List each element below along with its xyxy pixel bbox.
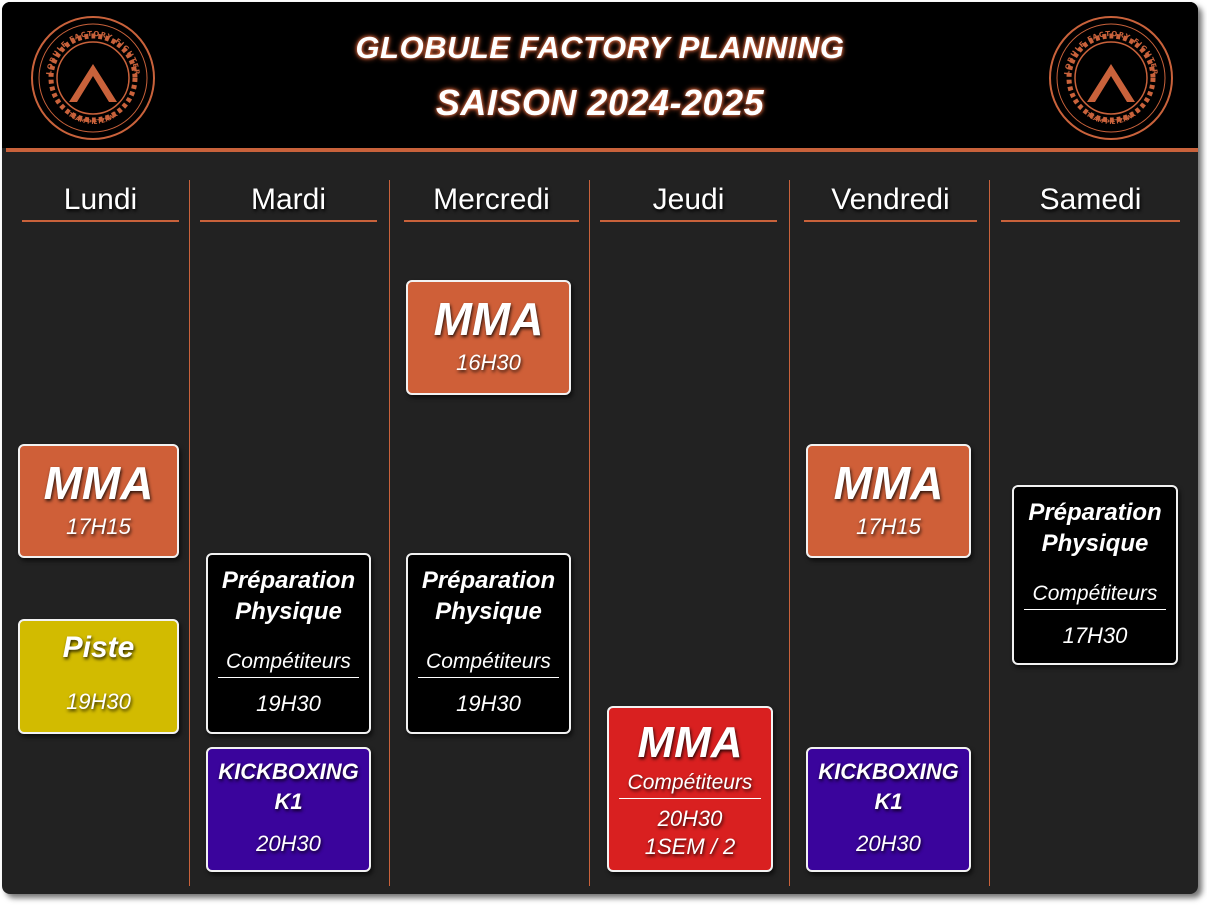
session-time: 20H30 bbox=[856, 831, 921, 856]
session-group: Compétiteurs bbox=[226, 650, 351, 673]
session-title-line1: Préparation bbox=[221, 567, 356, 594]
column-separator bbox=[989, 180, 990, 886]
session-time: 17H30 bbox=[1062, 623, 1128, 648]
session-title-line2: K1 bbox=[874, 789, 903, 814]
session-card-mma: MMA 17H15 bbox=[18, 444, 179, 558]
session-title: MMA bbox=[43, 457, 154, 509]
session-title: Piste bbox=[62, 631, 135, 664]
column-separator bbox=[589, 180, 590, 886]
session-card-preparation-physique: Préparation Physique Compétiteurs 19H30 bbox=[406, 553, 571, 734]
session-time: 19H30 bbox=[456, 691, 521, 716]
day-header-lundi: Lundi bbox=[22, 182, 179, 222]
planning-board: GLOBULE FACTORY FIGHTERS TEAM PIETZRAK G… bbox=[2, 2, 1198, 894]
session-title-line2: Physique bbox=[435, 598, 542, 625]
session-card-preparation-physique: Préparation Physique Compétiteurs 17H30 bbox=[1012, 485, 1178, 665]
card-divider bbox=[1024, 609, 1166, 610]
session-time: 16H30 bbox=[456, 350, 521, 375]
header: GLOBULE FACTORY FIGHTERS TEAM PIETZRAK G… bbox=[2, 2, 1198, 148]
session-title-line1: Préparation bbox=[1028, 499, 1162, 526]
session-time: 17H15 bbox=[856, 514, 921, 539]
spartan-logo-icon: GLOBULE FACTORY FIGHTERS TEAM PIETZRAK bbox=[29, 14, 155, 140]
session-time: 20H30 bbox=[256, 831, 321, 856]
session-group: Compétiteurs bbox=[627, 771, 753, 794]
session-title: MMA bbox=[637, 718, 743, 767]
session-card-preparation-physique: Préparation Physique Compétiteurs 19H30 bbox=[206, 553, 371, 734]
session-time: 19H30 bbox=[66, 689, 131, 714]
session-title: MMA bbox=[833, 457, 944, 509]
page-title: GLOBULE FACTORY PLANNING bbox=[355, 30, 845, 65]
column-separator bbox=[189, 180, 190, 886]
session-card-kickboxing: KICKBOXING K1 20H30 bbox=[806, 747, 971, 872]
header-divider bbox=[6, 148, 1198, 152]
spartan-logo-icon: GLOBULE FACTORY FIGHTERS TEAM PIETZRAK bbox=[1047, 14, 1173, 140]
session-time: 17H15 bbox=[66, 514, 131, 539]
session-card-mma: MMA 16H30 bbox=[406, 280, 571, 395]
card-divider bbox=[619, 798, 761, 799]
session-frequency: 1SEM / 2 bbox=[644, 834, 736, 859]
session-title-line2: Physique bbox=[1041, 530, 1149, 557]
session-time: 20H30 bbox=[657, 806, 723, 831]
session-title-line2: Physique bbox=[235, 598, 342, 625]
card-divider bbox=[218, 677, 359, 678]
season-subtitle: SAISON 2024-2025 bbox=[435, 82, 765, 123]
session-group: Compétiteurs bbox=[426, 650, 551, 673]
day-header-vendredi: Vendredi bbox=[804, 182, 977, 222]
session-title-line1: KICKBOXING bbox=[218, 759, 359, 784]
session-time: 19H30 bbox=[256, 691, 321, 716]
session-title-line1: Préparation bbox=[421, 567, 556, 594]
column-separator bbox=[789, 180, 790, 886]
day-header-jeudi: Jeudi bbox=[600, 182, 777, 222]
session-card-mma: MMA 17H15 bbox=[806, 444, 971, 558]
day-header-mardi: Mardi bbox=[200, 182, 377, 222]
session-title: MMA bbox=[433, 293, 544, 345]
day-header-mercredi: Mercredi bbox=[404, 182, 579, 222]
card-divider bbox=[418, 677, 559, 678]
column-separator bbox=[389, 180, 390, 886]
session-title-line1: KICKBOXING bbox=[818, 759, 959, 784]
session-card-piste: Piste 19H30 bbox=[18, 619, 179, 734]
day-header-samedi: Samedi bbox=[1001, 182, 1180, 222]
session-group: Compétiteurs bbox=[1032, 582, 1158, 605]
session-card-kickboxing: KICKBOXING K1 20H30 bbox=[206, 747, 371, 872]
session-card-mma-competiteurs: MMA Compétiteurs 20H30 1SEM / 2 bbox=[607, 706, 773, 872]
session-title-line2: K1 bbox=[274, 789, 303, 814]
